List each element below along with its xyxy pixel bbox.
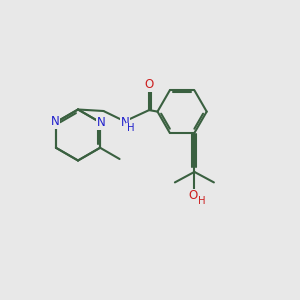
Text: N: N	[51, 115, 59, 128]
Text: H: H	[127, 123, 134, 133]
Text: N: N	[121, 116, 130, 129]
Text: O: O	[145, 78, 154, 91]
Text: H: H	[198, 196, 206, 206]
Text: O: O	[188, 189, 197, 203]
Text: N: N	[97, 116, 105, 129]
